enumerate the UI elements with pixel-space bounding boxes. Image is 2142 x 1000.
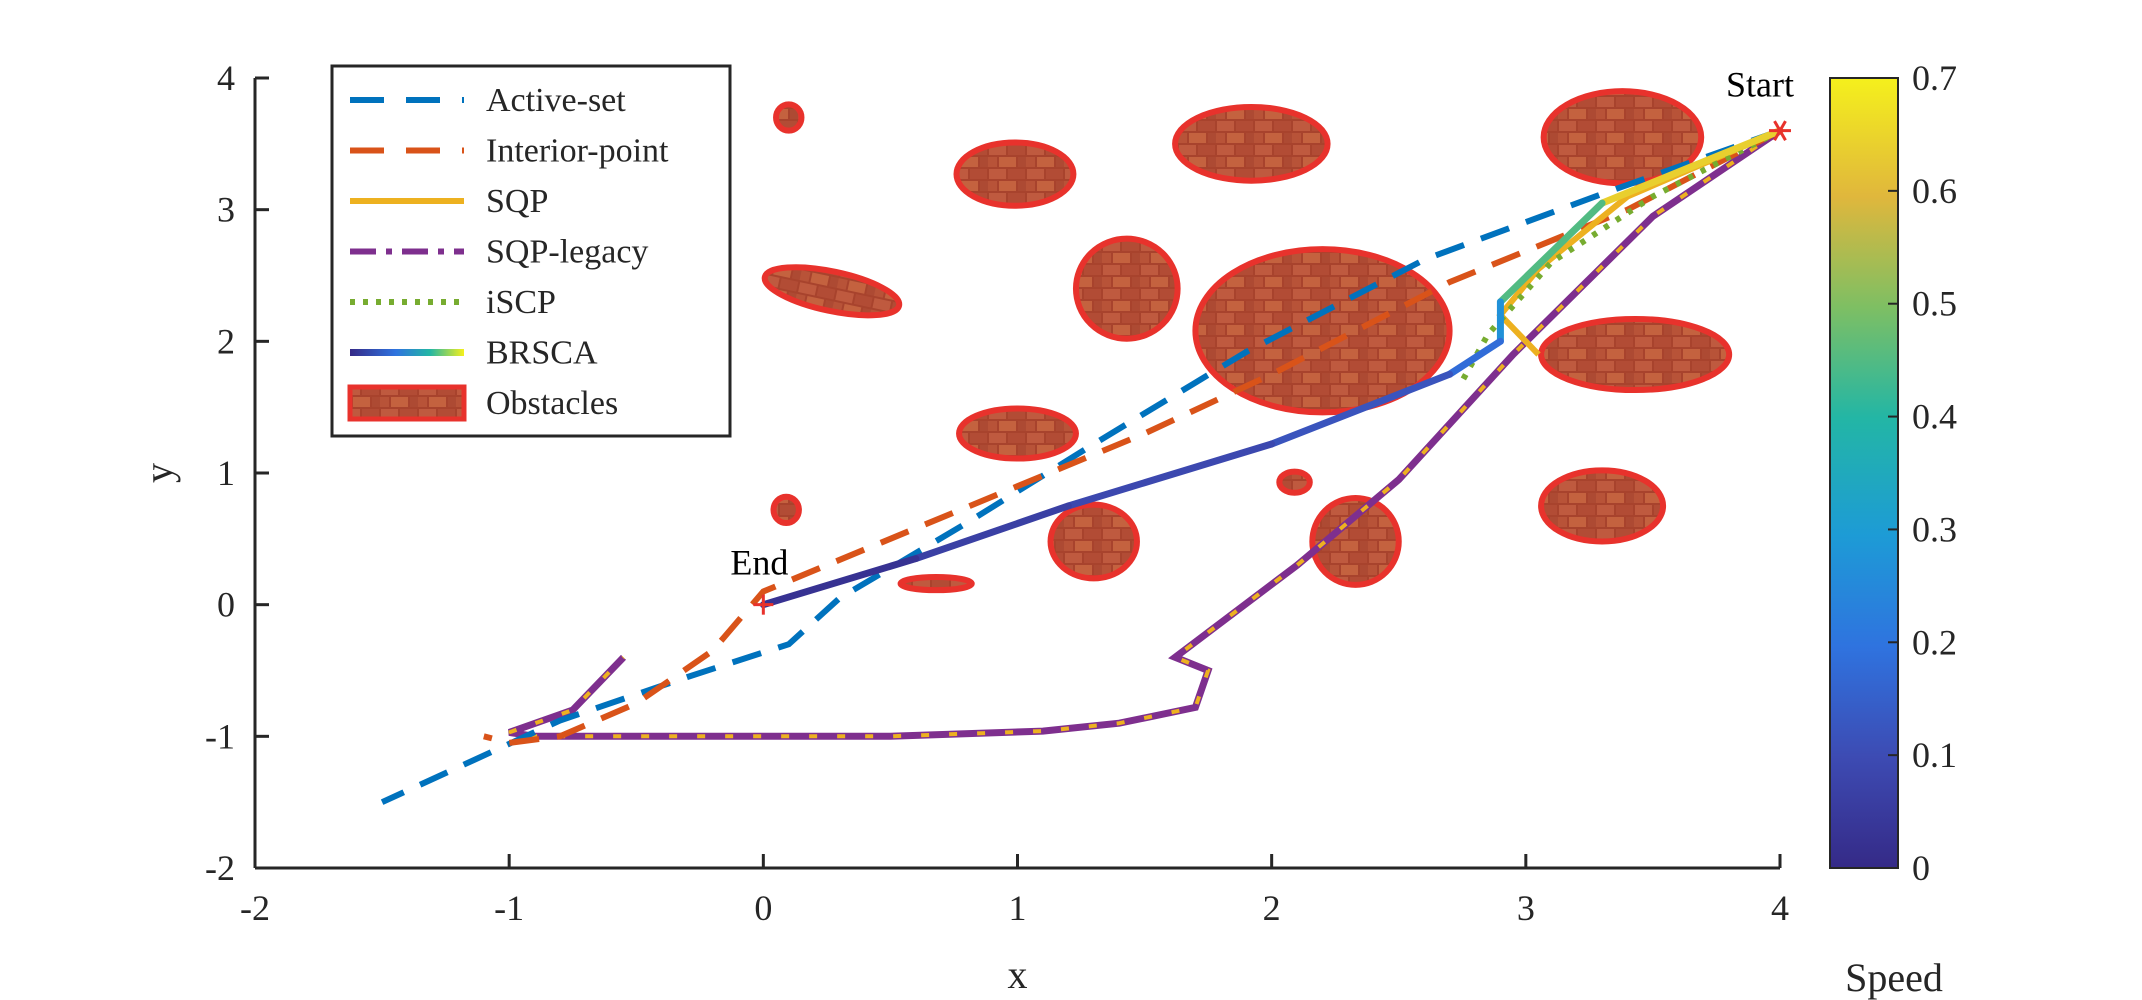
colorbar-tick-label: 0.6 [1912, 171, 1957, 211]
legend-label: Active-set [486, 82, 626, 119]
legend-entry-obstacles: Obstacles [347, 384, 618, 422]
obstacle-3 [1172, 103, 1331, 184]
end-label: End [730, 543, 788, 583]
obstacle-12 [897, 574, 975, 594]
series-brsca-segment-1 [1598, 127, 1784, 207]
legend-label: SQP [486, 183, 548, 220]
axes-layer: -2 -1 0 1 2 3 4 -2 -1 0 1 2 3 4 x y [136, 58, 1789, 997]
legend-label: SQP-legacy [486, 234, 648, 271]
legend-label: Obstacles [486, 385, 618, 422]
series-brsca-segment-7 [912, 502, 1072, 563]
y-tick-label: 0 [217, 585, 235, 625]
colorbar-tick-label: 0.3 [1912, 509, 1957, 549]
colorbar-tick-label: 0.7 [1912, 58, 1957, 98]
colorbar-tick-label: 0.1 [1912, 735, 1957, 775]
obstacle-8 [956, 405, 1079, 462]
x-tick-label: -2 [240, 888, 270, 928]
series-active-set [380, 127, 1782, 805]
obstacle-13 [773, 101, 805, 134]
obstacle-6 [953, 139, 1077, 209]
series-brsca-segment-2 [1496, 199, 1606, 306]
start-label: Start [1726, 65, 1794, 105]
obstacle-10 [1309, 495, 1402, 588]
colorbar: 0 0.1 0.2 0.3 0.4 0.5 0.6 0.7 Speed [1829, 58, 1957, 1000]
x-tick-label: 0 [754, 888, 772, 928]
colorbar-tick-label: 0 [1912, 848, 1930, 888]
series-layer [380, 127, 1784, 805]
colorbar-tick-label: 0.5 [1912, 284, 1957, 324]
y-tick-label: 3 [217, 190, 235, 230]
y-tick-label: 4 [217, 58, 235, 98]
legend-swatch-obstacles [347, 384, 467, 422]
colorbar-tick-label: 0.2 [1912, 622, 1957, 662]
series-iscp [1459, 128, 1782, 383]
start-marker [1769, 120, 1791, 141]
colorbar-label: Speed [1845, 955, 1943, 1000]
legend-entry-active-set: Active-set [350, 82, 626, 119]
colorbar-gradient [1829, 77, 1899, 869]
legend-entry-interior-point: Interior-point [350, 133, 669, 170]
x-tick-label: 1 [1009, 888, 1027, 928]
legend-label: BRSCA [486, 335, 598, 372]
y-tick-label: -1 [205, 716, 235, 756]
colorbar-tick-label: 0.4 [1912, 397, 1957, 437]
x-tick-label: 4 [1771, 888, 1789, 928]
legend-box [330, 64, 732, 438]
legend-entry-sqp: SQP [350, 183, 548, 220]
obstacles-layer [761, 88, 1733, 594]
series-brsca-segment-8 [759, 555, 920, 609]
series-sqp-legacy [508, 127, 1782, 740]
legend-entry-brsca: BRSCA [350, 335, 598, 372]
x-tick-label: 3 [1517, 888, 1535, 928]
obstacle-11 [1538, 467, 1667, 545]
series-brsca-segment-5 [1268, 370, 1454, 448]
x-tick-label: 2 [1263, 888, 1281, 928]
obstacle-2 [1192, 246, 1453, 416]
legend-label: Interior-point [486, 133, 669, 170]
annotations-layer: Start End [730, 65, 1794, 615]
obstacle-7 [761, 264, 903, 319]
legend: Active-set Interior-point SQP SQP-legacy iSC… [330, 64, 732, 438]
y-tick-label: -2 [205, 848, 235, 888]
legend-entry-sqp-legacy: SQP-legacy [350, 234, 648, 271]
obstacle-15 [1276, 468, 1313, 496]
obstacle-5 [1072, 235, 1181, 342]
obstacle-14 [770, 493, 802, 527]
y-tick-label: 1 [217, 453, 235, 493]
series-interior-point [483, 128, 1782, 746]
x-axis-label: x [1008, 952, 1028, 997]
series-brsca-segment-6 [1064, 440, 1276, 510]
legend-entry-iscp: iSCP [350, 284, 556, 321]
obstacle-1 [1540, 88, 1705, 187]
legend-label: iSCP [486, 284, 556, 321]
y-axis-label: y [136, 463, 181, 483]
series-brsca-segment-4 [1446, 337, 1504, 378]
end-marker [753, 594, 774, 615]
x-tick-label: -1 [494, 888, 524, 928]
y-tick-label: 2 [217, 321, 235, 361]
obstacle-9 [1047, 501, 1140, 582]
obstacle-4 [1538, 315, 1733, 394]
